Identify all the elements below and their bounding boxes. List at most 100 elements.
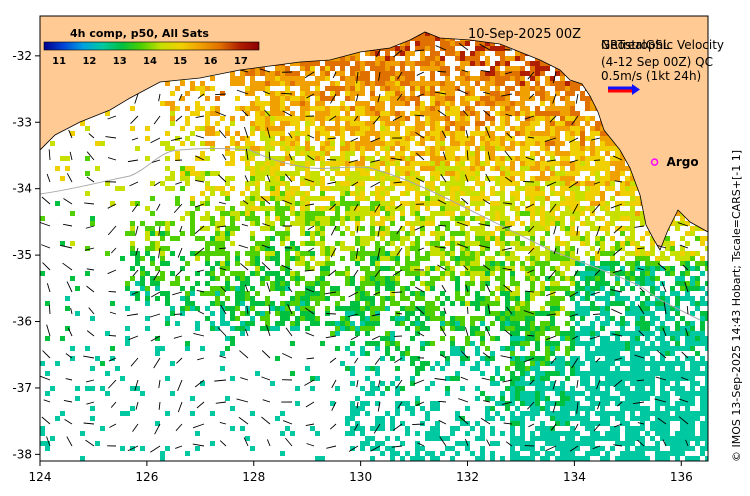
sst-pixel (430, 166, 435, 171)
sst-pixel (505, 61, 510, 66)
sst-pixel (670, 286, 675, 291)
sst-pixel (600, 276, 605, 281)
sst-pixel (570, 131, 575, 136)
sst-pixel (575, 301, 580, 306)
sst-pixel (410, 271, 415, 276)
sst-pixel (475, 256, 480, 261)
sst-pixel (555, 136, 560, 141)
sst-pixel (270, 286, 275, 291)
sst-pixel (350, 231, 355, 236)
sst-pixel (385, 81, 390, 86)
sst-pixel (555, 126, 560, 131)
sst-pixel (365, 71, 370, 76)
sst-pixel (365, 276, 370, 281)
sst-pixel (440, 236, 445, 241)
sst-pixel (225, 211, 230, 216)
sst-pixel (290, 341, 295, 346)
sst-pixel (695, 361, 700, 366)
sst-pixel (660, 351, 665, 356)
sst-pixel (470, 271, 475, 276)
sst-pixel (435, 306, 440, 311)
sst-pixel (500, 221, 505, 226)
sst-pixel (510, 161, 515, 166)
sst-pixel (375, 281, 380, 286)
sst-pixel (240, 156, 245, 161)
sst-pixel (540, 291, 545, 296)
sst-pixel (225, 191, 230, 196)
sst-pixel (520, 131, 525, 136)
sst-pixel (435, 166, 440, 171)
sst-pixel (325, 266, 330, 271)
sst-pixel (470, 301, 475, 306)
sst-pixel (315, 181, 320, 186)
sst-pixel (470, 56, 475, 61)
sst-pixel (700, 261, 705, 266)
sst-pixel (405, 326, 410, 331)
sst-pixel (295, 256, 300, 261)
sst-pixel (330, 221, 335, 226)
sst-pixel (370, 131, 375, 136)
sst-pixel (550, 126, 555, 131)
sst-pixel (440, 181, 445, 186)
sst-pixel (575, 111, 580, 116)
sst-pixel (500, 276, 505, 281)
sst-pixel (590, 351, 595, 356)
sst-pixel (340, 181, 345, 186)
sst-pixel (465, 286, 470, 291)
sst-pixel (665, 331, 670, 336)
sst-pixel (485, 256, 490, 261)
sst-pixel (615, 246, 620, 251)
sst-pixel (655, 256, 660, 261)
sst-pixel (345, 61, 350, 66)
sst-pixel (505, 311, 510, 316)
sst-pixel (570, 296, 575, 301)
sst-pixel (145, 231, 150, 236)
sst-pixel (500, 191, 505, 196)
sst-pixel (430, 341, 435, 346)
sst-pixel (410, 186, 415, 191)
sst-pixel (275, 261, 280, 266)
sst-pixel (350, 171, 355, 176)
sst-pixel (355, 196, 360, 201)
sst-pixel (495, 101, 500, 106)
sst-pixel (360, 346, 365, 351)
sst-pixel (445, 226, 450, 231)
sst-pixel (420, 366, 425, 371)
sst-pixel (205, 261, 210, 266)
sst-pixel (295, 271, 300, 276)
sst-pixel (400, 151, 405, 156)
sst-pixel (375, 166, 380, 171)
sst-pixel (570, 151, 575, 156)
sst-pixel (515, 111, 520, 116)
sst-pixel (230, 186, 235, 191)
sst-pixel (415, 236, 420, 241)
sst-pixel (615, 281, 620, 286)
sst-pixel (270, 96, 275, 101)
sst-pixel (455, 171, 460, 176)
sst-pixel (575, 331, 580, 336)
sst-pixel (395, 136, 400, 141)
sst-pixel (400, 66, 405, 71)
sst-pixel (655, 306, 660, 311)
sst-pixel (390, 136, 395, 141)
sst-pixel (355, 216, 360, 221)
sst-pixel (355, 106, 360, 111)
sst-pixel (335, 186, 340, 191)
sst-pixel (670, 361, 675, 366)
sst-pixel (445, 211, 450, 216)
sst-pixel (315, 211, 320, 216)
sst-pixel (440, 201, 445, 206)
sst-pixel (470, 106, 475, 111)
sst-pixel (480, 51, 485, 56)
sst-pixel (170, 111, 175, 116)
sst-pixel (220, 311, 225, 316)
sst-pixel (500, 321, 505, 326)
sst-pixel (80, 121, 85, 126)
sst-pixel (320, 111, 325, 116)
sst-pixel (480, 71, 485, 76)
sst-pixel (185, 176, 190, 181)
sst-pixel (565, 106, 570, 111)
sst-pixel (345, 201, 350, 206)
sst-pixel (460, 221, 465, 226)
sst-pixel (310, 116, 315, 121)
